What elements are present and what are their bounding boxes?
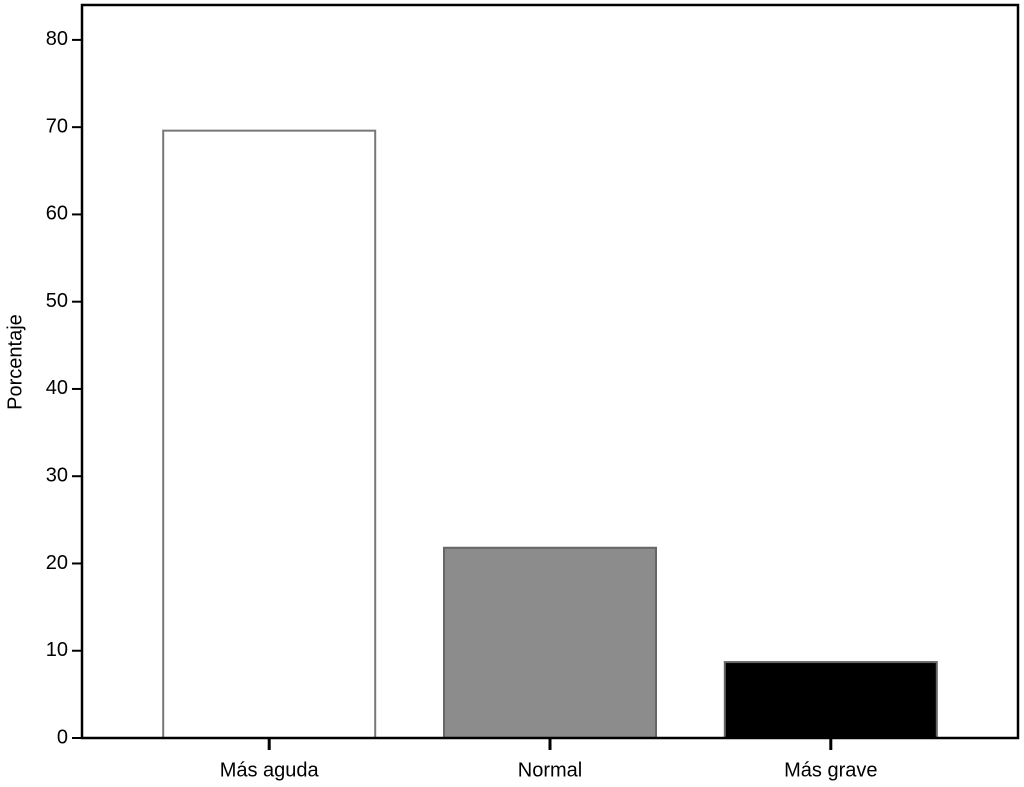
y-axis-label: Porcentaje — [4, 314, 26, 410]
x-tick-label: Más grave — [784, 759, 877, 781]
y-tick-label: 70 — [46, 115, 68, 137]
y-tick-label: 50 — [46, 290, 68, 312]
y-tick-label: 30 — [46, 464, 68, 486]
x-tick-label: Más aguda — [220, 759, 320, 781]
bar — [162, 129, 377, 739]
plot-frame — [80, 3, 1020, 740]
y-tick-label: 80 — [46, 28, 68, 50]
bar — [443, 546, 657, 739]
y-tick-label: 10 — [46, 639, 68, 661]
x-tick-label: Normal — [518, 759, 582, 781]
y-tick-label: 20 — [46, 552, 68, 574]
y-tick-label: 60 — [46, 203, 68, 225]
y-tick-label: 0 — [57, 726, 68, 748]
y-tick-label: 40 — [46, 377, 68, 399]
bar — [723, 661, 938, 740]
